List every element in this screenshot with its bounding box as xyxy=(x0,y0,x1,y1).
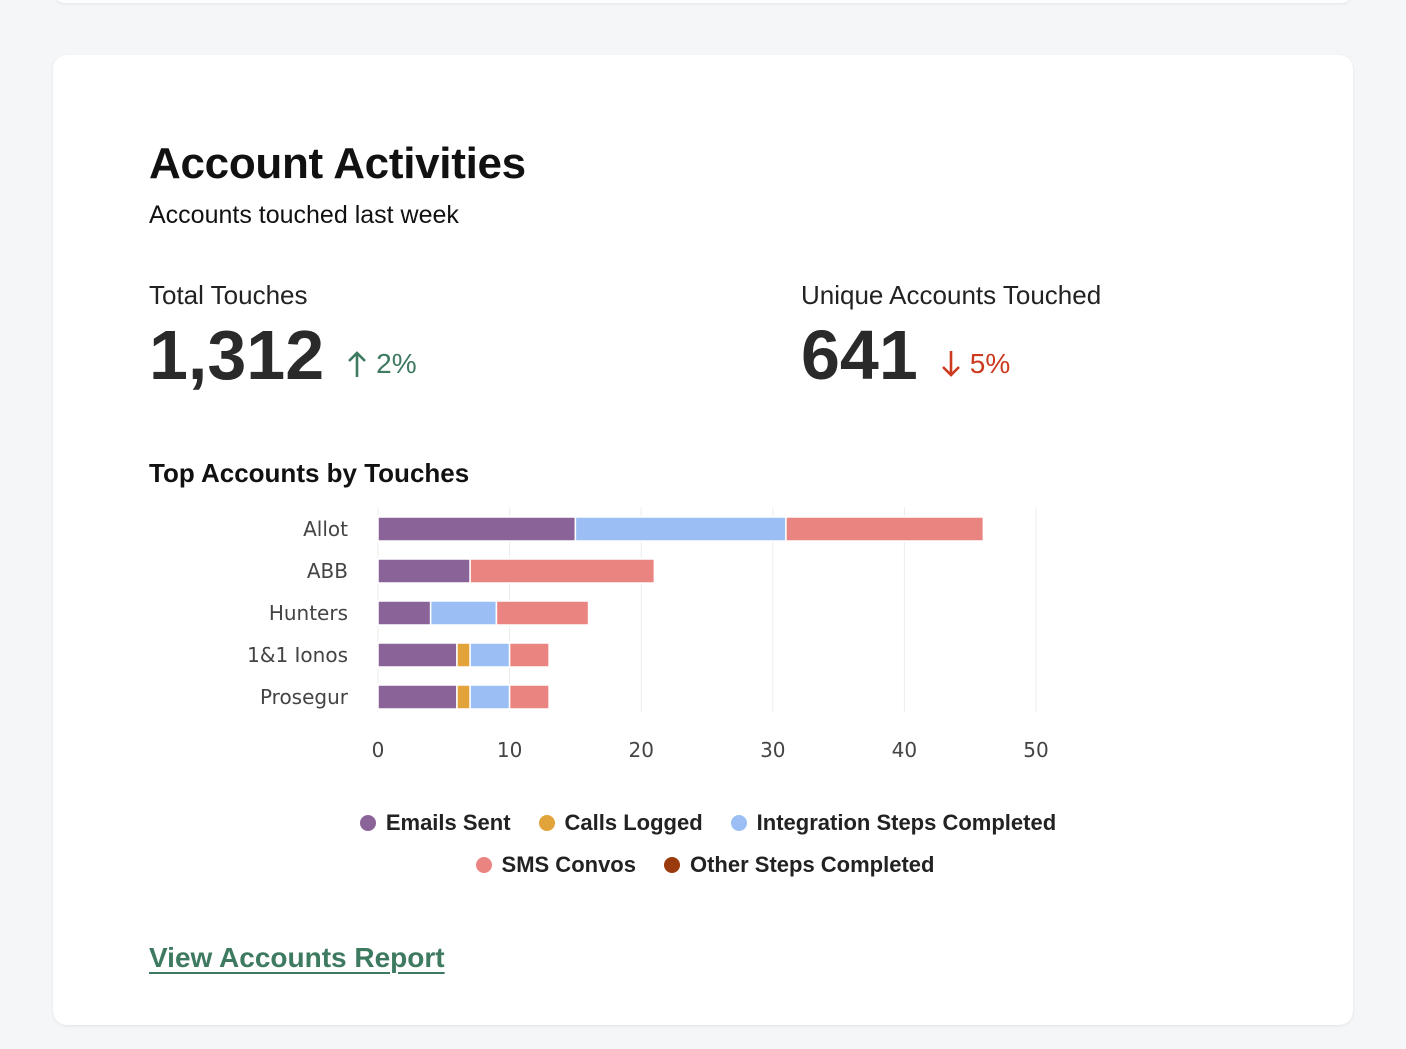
unique-accounts-metric: Unique Accounts Touched 641 5% xyxy=(801,280,1101,395)
legend-label: Other Steps Completed xyxy=(689,852,935,877)
bar-segment xyxy=(377,600,432,626)
y-category-label: Prosegur xyxy=(260,685,349,709)
card-title: Account Activities xyxy=(149,139,526,188)
total-touches-metric: Total Touches 1,312 2% xyxy=(149,280,417,395)
legend-item: Other Steps Completed xyxy=(663,852,935,878)
legend-swatch-icon xyxy=(475,857,492,873)
y-category-label: 1&1 Ionos xyxy=(247,643,348,667)
bar-segment xyxy=(456,642,471,668)
bar-segment xyxy=(508,684,550,710)
legend-label: Emails Sent xyxy=(385,810,511,835)
metric-change-down: 5% xyxy=(940,348,1010,380)
legend-label: Integration Steps Completed xyxy=(756,810,1057,835)
bar-segment xyxy=(429,600,498,626)
legend-label: Calls Logged xyxy=(564,810,703,835)
metric-change-up: 2% xyxy=(346,348,417,380)
legend-swatch-icon xyxy=(730,815,747,831)
chart-title: Top Accounts by Touches xyxy=(149,458,470,488)
x-tick-label: 40 xyxy=(892,738,917,762)
bar-segment xyxy=(469,642,511,668)
arrow-down-icon xyxy=(941,351,960,377)
metric-value: 1,312 xyxy=(149,316,325,394)
bar-segment xyxy=(574,516,787,542)
bar-segment xyxy=(456,684,471,710)
legend-item: Emails Sent xyxy=(359,810,511,836)
metric-change-value: 2% xyxy=(376,348,417,379)
x-tick-label: 20 xyxy=(628,738,653,762)
metric-label: Total Touches xyxy=(149,280,308,310)
x-tick-label: 0 xyxy=(372,738,385,762)
bar-segment xyxy=(377,516,577,542)
x-tick-label: 10 xyxy=(497,738,522,762)
metric-value: 641 xyxy=(801,316,918,394)
bar-segment xyxy=(469,558,656,584)
bar-segment xyxy=(508,642,550,668)
legend-swatch-icon xyxy=(359,815,376,831)
legend-item: Integration Steps Completed xyxy=(730,810,1057,836)
legend-item: Calls Logged xyxy=(538,810,703,836)
bar-segment xyxy=(785,516,985,542)
y-category-label: Hunters xyxy=(269,601,348,625)
legend-item: SMS Convos xyxy=(475,852,636,878)
bar-segment xyxy=(495,600,590,626)
legend-swatch-icon xyxy=(663,857,680,873)
x-tick-label: 50 xyxy=(1023,738,1048,762)
metric-change-value: 5% xyxy=(969,348,1011,379)
previous-card-edge xyxy=(53,0,1353,3)
bar-segment xyxy=(469,684,511,710)
legend-label: SMS Convos xyxy=(501,852,636,877)
view-accounts-report-link[interactable]: View Accounts Report xyxy=(149,942,445,973)
account-activities-card: Account Activities Accounts touched last… xyxy=(53,55,1353,1025)
metric-label: Unique Accounts Touched xyxy=(801,280,1102,310)
y-category-label: Allot xyxy=(303,517,348,541)
chart-legend: Emails Sent Calls Logged Integration Steps… xyxy=(53,810,1353,894)
bar-segment xyxy=(377,642,458,668)
top-accounts-bar-chart: 0 10 20 30 40 50 Allot ABB Hunters 1&1 Ionos Prose… xyxy=(247,507,1049,762)
bar-segment xyxy=(377,558,471,584)
legend-swatch-icon xyxy=(538,815,555,831)
y-category-label: ABB xyxy=(307,559,348,583)
x-tick-label: 30 xyxy=(760,738,785,762)
card-subtitle: Accounts touched last week xyxy=(149,201,459,229)
bar-segment xyxy=(377,684,458,710)
arrow-up-icon xyxy=(348,351,367,377)
